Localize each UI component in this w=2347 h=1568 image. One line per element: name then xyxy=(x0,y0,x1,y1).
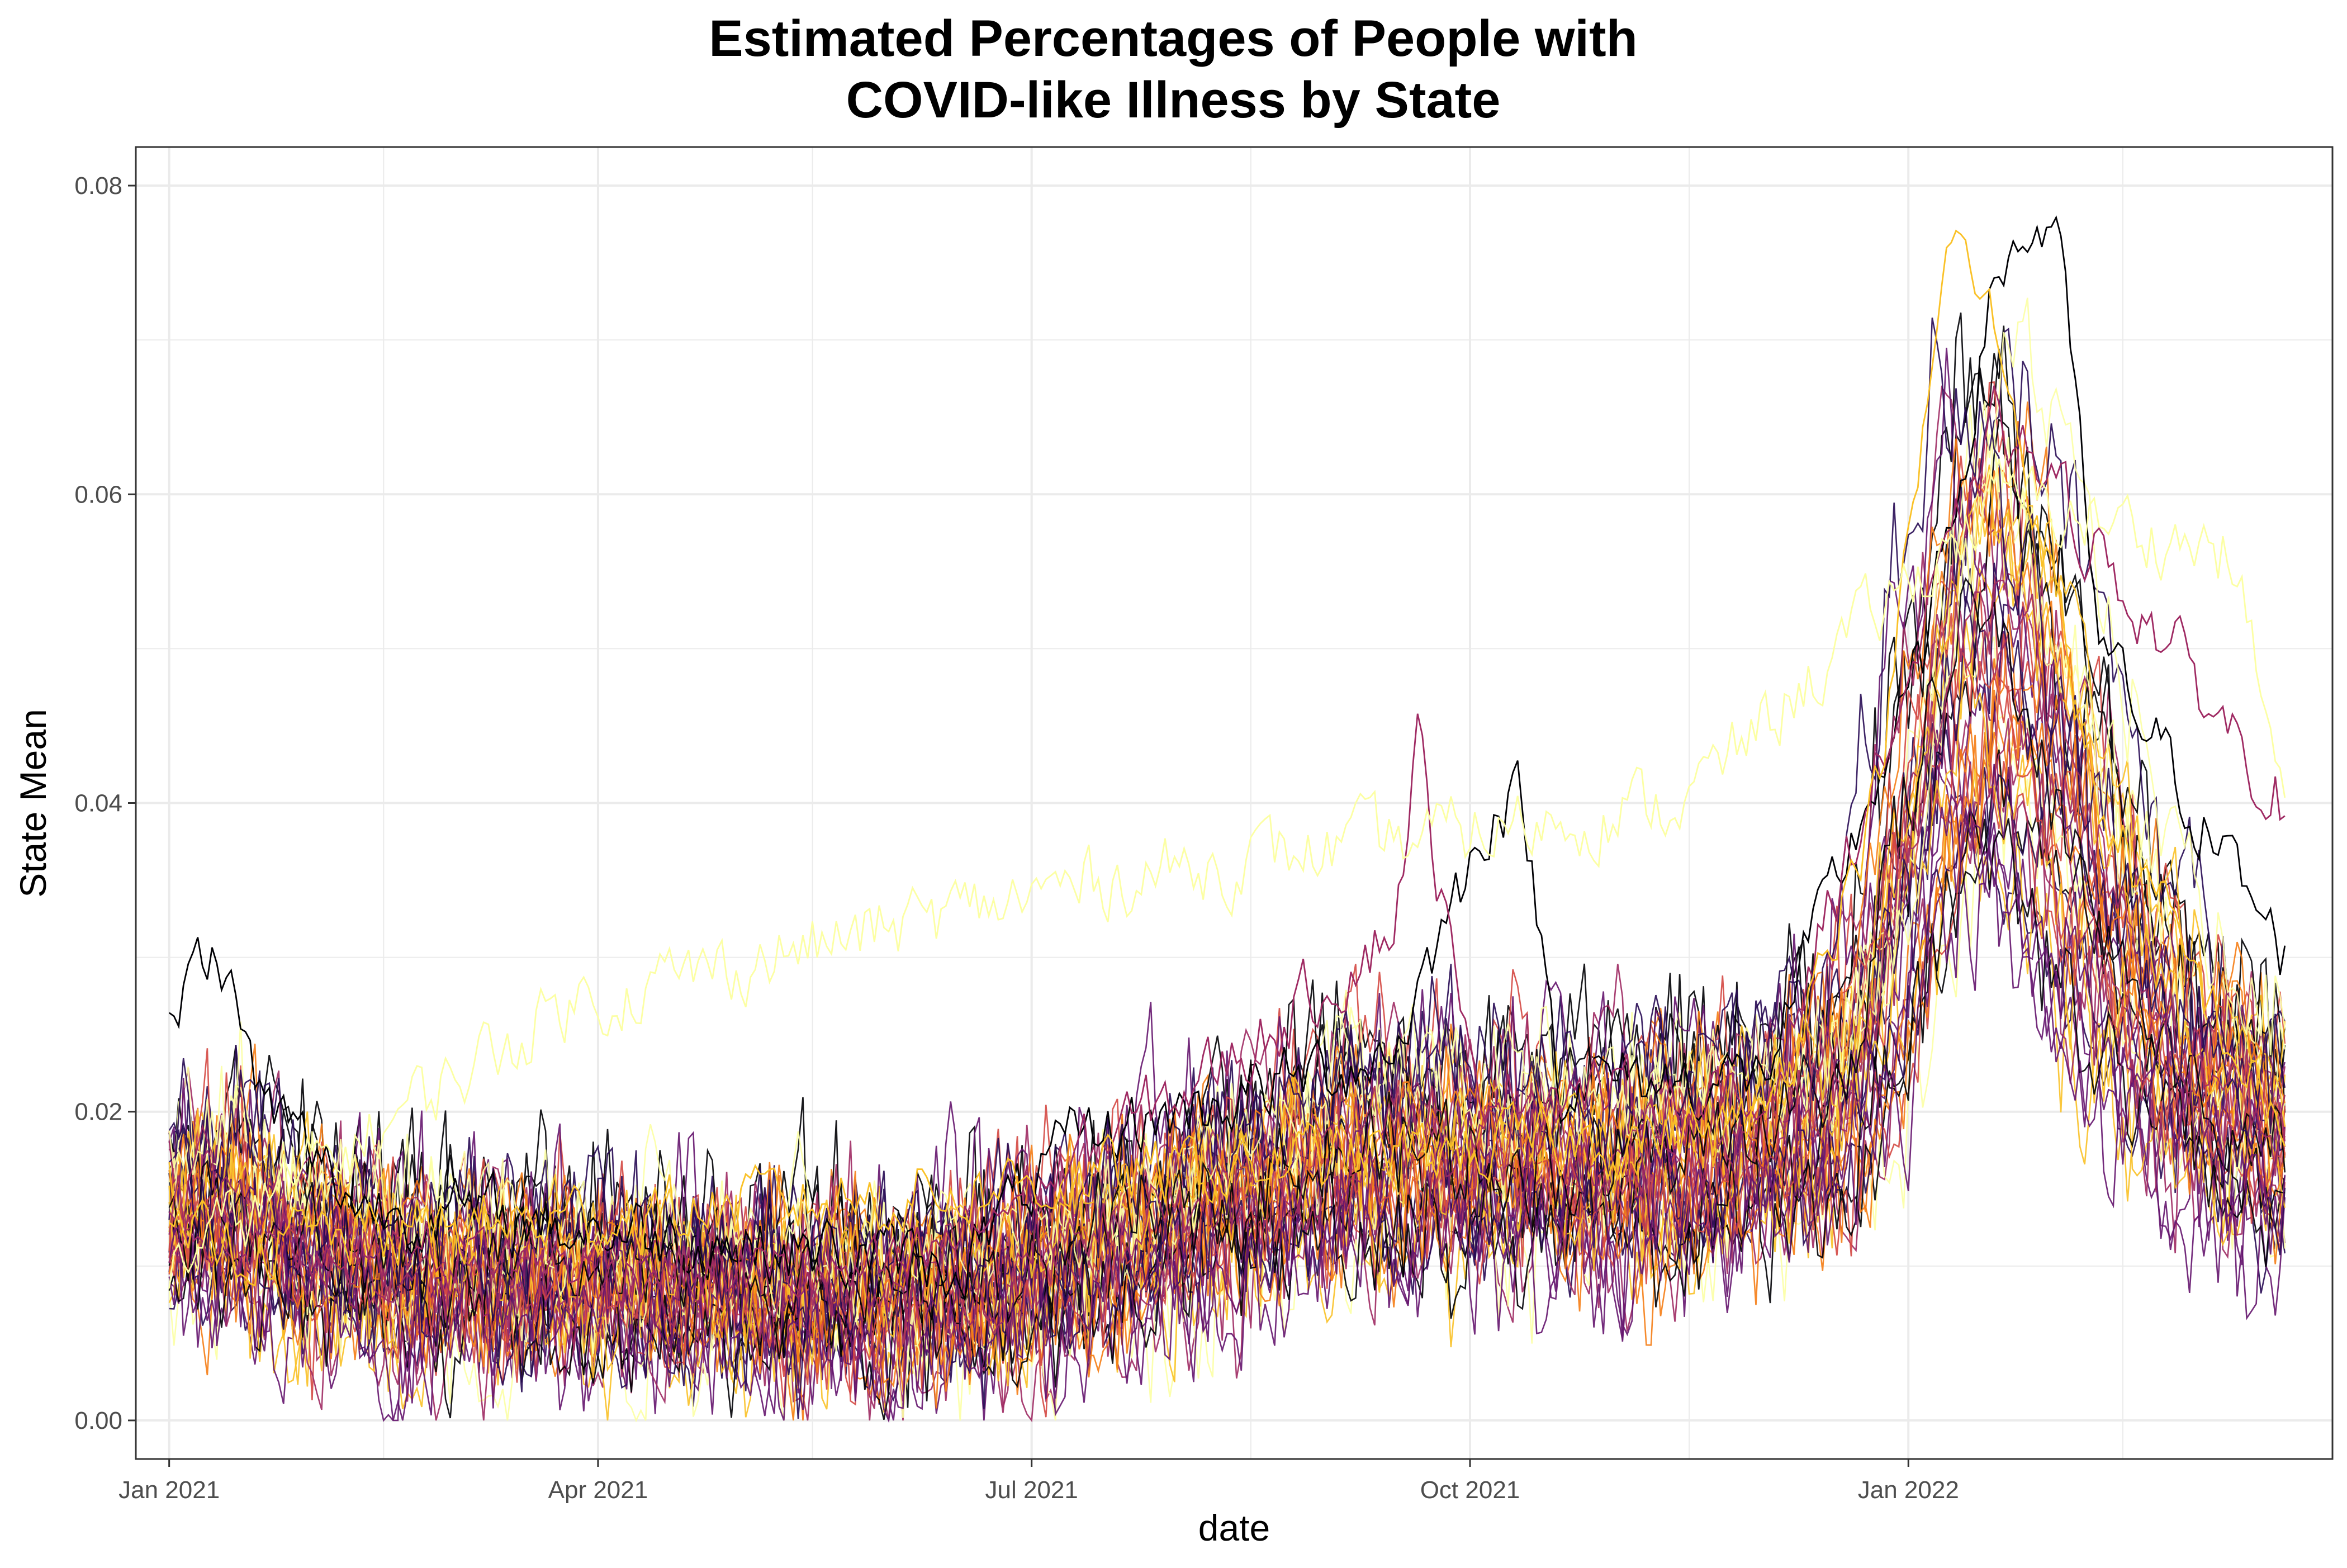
y-tick-label: 0.06 xyxy=(74,481,122,508)
state-series-line xyxy=(168,638,2286,1421)
y-axis-title: State Mean xyxy=(12,709,54,898)
state-series-line xyxy=(168,764,2286,1421)
state-series-line xyxy=(168,793,2286,1423)
x-axis-ticks: Jan 2021 Apr 2021 Jul 2021 Oct 2021 Jan 2022 xyxy=(118,1459,1959,1504)
chart-title-line-2: COVID-like Illness by State xyxy=(846,72,1501,129)
state-series-line xyxy=(168,577,2286,1359)
state-series-line xyxy=(168,312,2286,1408)
state-series-line xyxy=(168,562,2286,1419)
chart-title-line-1: Estimated Percentages of People with xyxy=(709,10,1638,67)
y-tick-label: 0.00 xyxy=(74,1407,122,1434)
y-tick-label: 0.08 xyxy=(74,172,122,200)
x-tick-label: Jan 2022 xyxy=(1858,1476,1959,1504)
state-series-line xyxy=(168,580,2286,1351)
state-series-line xyxy=(168,297,2286,1327)
series-lines xyxy=(168,215,2286,1423)
y-tick-label: 0.04 xyxy=(74,790,122,817)
y-axis-ticks: 0.00 0.02 0.04 0.06 0.08 xyxy=(74,172,136,1434)
x-tick-label: Apr 2021 xyxy=(548,1476,648,1504)
highlight-series-line xyxy=(168,458,2286,1288)
x-axis-title: date xyxy=(1198,1507,1270,1548)
x-tick-label: Jan 2021 xyxy=(118,1476,220,1504)
state-series-line xyxy=(168,318,2286,1338)
highlight-series-line xyxy=(168,385,2286,1308)
y-tick-label: 0.02 xyxy=(74,1098,122,1126)
x-tick-label: Jul 2021 xyxy=(985,1476,1078,1504)
highlight-series-line xyxy=(168,229,2286,1287)
x-tick-label: Oct 2021 xyxy=(1420,1476,1520,1504)
